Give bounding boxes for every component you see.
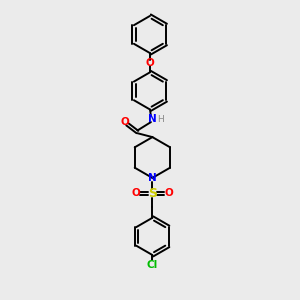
Text: S: S bbox=[148, 187, 157, 200]
Text: O: O bbox=[146, 58, 154, 68]
Text: N: N bbox=[148, 113, 157, 124]
Text: N: N bbox=[148, 173, 157, 183]
Text: O: O bbox=[120, 117, 129, 128]
Text: O: O bbox=[132, 188, 141, 199]
Text: H: H bbox=[158, 116, 164, 124]
Text: O: O bbox=[164, 188, 173, 199]
Text: Cl: Cl bbox=[147, 260, 158, 270]
